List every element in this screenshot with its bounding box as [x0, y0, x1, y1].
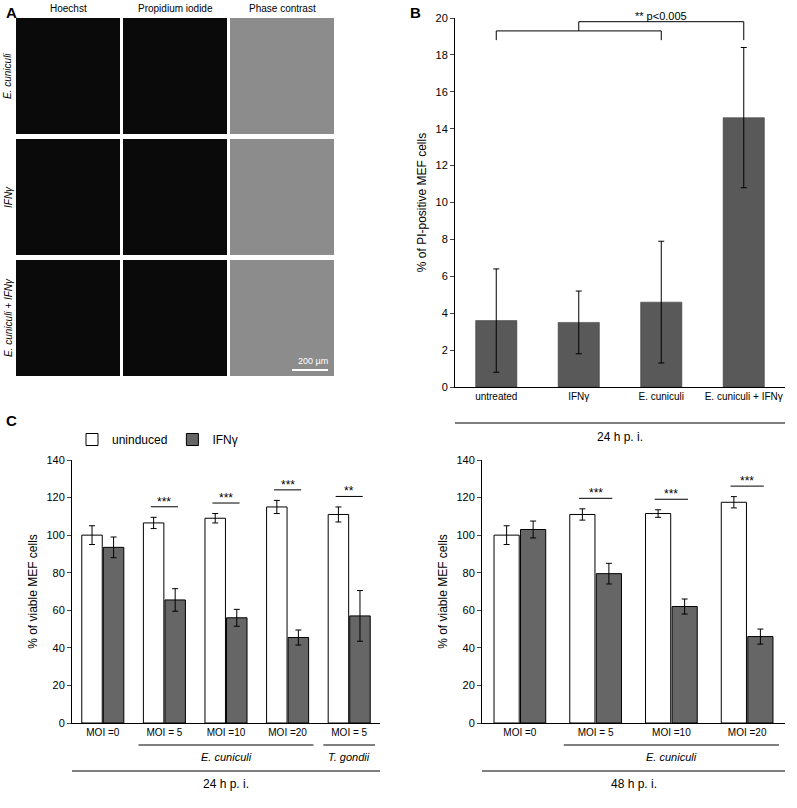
- svg-text:20: 20: [463, 679, 475, 691]
- svg-text:80: 80: [53, 567, 65, 579]
- svg-text:80: 80: [463, 567, 475, 579]
- svg-text:8: 8: [442, 233, 448, 245]
- svg-text:6: 6: [442, 270, 448, 282]
- svg-text:Propidium iodide: Propidium iodide: [138, 3, 213, 14]
- svg-text:% of PI-positive MEF cells: % of PI-positive MEF cells: [415, 133, 429, 272]
- svg-text:B: B: [410, 4, 421, 21]
- svg-text:24 h p. i.: 24 h p. i.: [203, 777, 249, 791]
- svg-text:24 h p. i.: 24 h p. i.: [597, 430, 643, 444]
- svg-text:T. gondii: T. gondii: [328, 751, 370, 763]
- svg-text:E. cuniculi: E. cuniculi: [638, 391, 684, 402]
- svg-text:100: 100: [46, 529, 64, 541]
- svg-text:E. cuniculi: E. cuniculi: [646, 751, 697, 763]
- svg-text:120: 120: [46, 491, 64, 503]
- svg-text:E. cuniculi + IFNγ: E. cuniculi + IFNγ: [705, 391, 783, 402]
- svg-text:40: 40: [53, 642, 65, 654]
- svg-text:20: 20: [53, 679, 65, 691]
- svg-text:***: ***: [281, 478, 295, 492]
- svg-text:140: 140: [456, 454, 474, 466]
- svg-text:0: 0: [469, 717, 475, 729]
- svg-text:4: 4: [442, 307, 448, 319]
- svg-text:100: 100: [456, 529, 474, 541]
- svg-text:60: 60: [53, 604, 65, 616]
- svg-text:C: C: [6, 412, 17, 429]
- svg-text:140: 140: [46, 454, 64, 466]
- svg-text:** p<0.005: ** p<0.005: [635, 10, 687, 22]
- svg-text:***: ***: [589, 486, 603, 500]
- svg-text:MOI =10: MOI =10: [652, 727, 691, 738]
- svg-text:0: 0: [442, 381, 448, 393]
- svg-text:IFNγ: IFNγ: [568, 391, 589, 402]
- svg-text:MOI =0: MOI =0: [86, 727, 120, 738]
- svg-text:uninduced: uninduced: [112, 433, 167, 447]
- svg-text:***: ***: [219, 491, 233, 505]
- svg-text:MOI =20: MOI =20: [268, 727, 307, 738]
- svg-text:MOI = 5: MOI = 5: [331, 727, 367, 738]
- svg-text:MOI = 5: MOI = 5: [578, 727, 614, 738]
- svg-text:***: ***: [740, 474, 754, 488]
- svg-text:20: 20: [436, 12, 448, 24]
- svg-text:0: 0: [59, 717, 65, 729]
- svg-text:Phase contrast: Phase contrast: [249, 3, 316, 14]
- svg-text:18: 18: [436, 49, 448, 61]
- svg-text:E. cuniculi + IFNγ: E. cuniculi + IFNγ: [3, 278, 14, 357]
- svg-text:**: **: [344, 484, 354, 498]
- svg-text:200 µm: 200 µm: [298, 356, 328, 366]
- svg-text:12: 12: [436, 159, 448, 171]
- svg-text:***: ***: [664, 487, 678, 501]
- svg-text:untreated: untreated: [475, 391, 517, 402]
- svg-text:E. cuniculi: E. cuniculi: [201, 751, 252, 763]
- svg-text:% of viable MEF cells: % of viable MEF cells: [26, 534, 40, 649]
- svg-text:40: 40: [463, 642, 475, 654]
- svg-text:48 h p. i.: 48 h p. i.: [611, 777, 657, 791]
- svg-text:60: 60: [463, 604, 475, 616]
- svg-text:***: ***: [157, 495, 171, 509]
- svg-text:MOI =10: MOI =10: [207, 727, 246, 738]
- svg-text:IFNγ: IFNγ: [3, 186, 14, 208]
- svg-text:MOI =20: MOI =20: [728, 727, 767, 738]
- svg-text:Hoechst: Hoechst: [50, 3, 87, 14]
- svg-text:A: A: [6, 4, 17, 21]
- svg-text:MOI = 5: MOI = 5: [146, 727, 182, 738]
- svg-text:MOI =0: MOI =0: [503, 727, 537, 738]
- svg-text:IFNγ: IFNγ: [212, 433, 237, 447]
- svg-text:10: 10: [436, 196, 448, 208]
- svg-text:% of viable MEF cells: % of viable MEF cells: [436, 534, 450, 649]
- svg-text:14: 14: [436, 123, 448, 135]
- svg-text:2: 2: [442, 344, 448, 356]
- svg-text:120: 120: [456, 491, 474, 503]
- svg-text:16: 16: [436, 86, 448, 98]
- svg-text:E. cuniculi: E. cuniculi: [2, 53, 13, 99]
